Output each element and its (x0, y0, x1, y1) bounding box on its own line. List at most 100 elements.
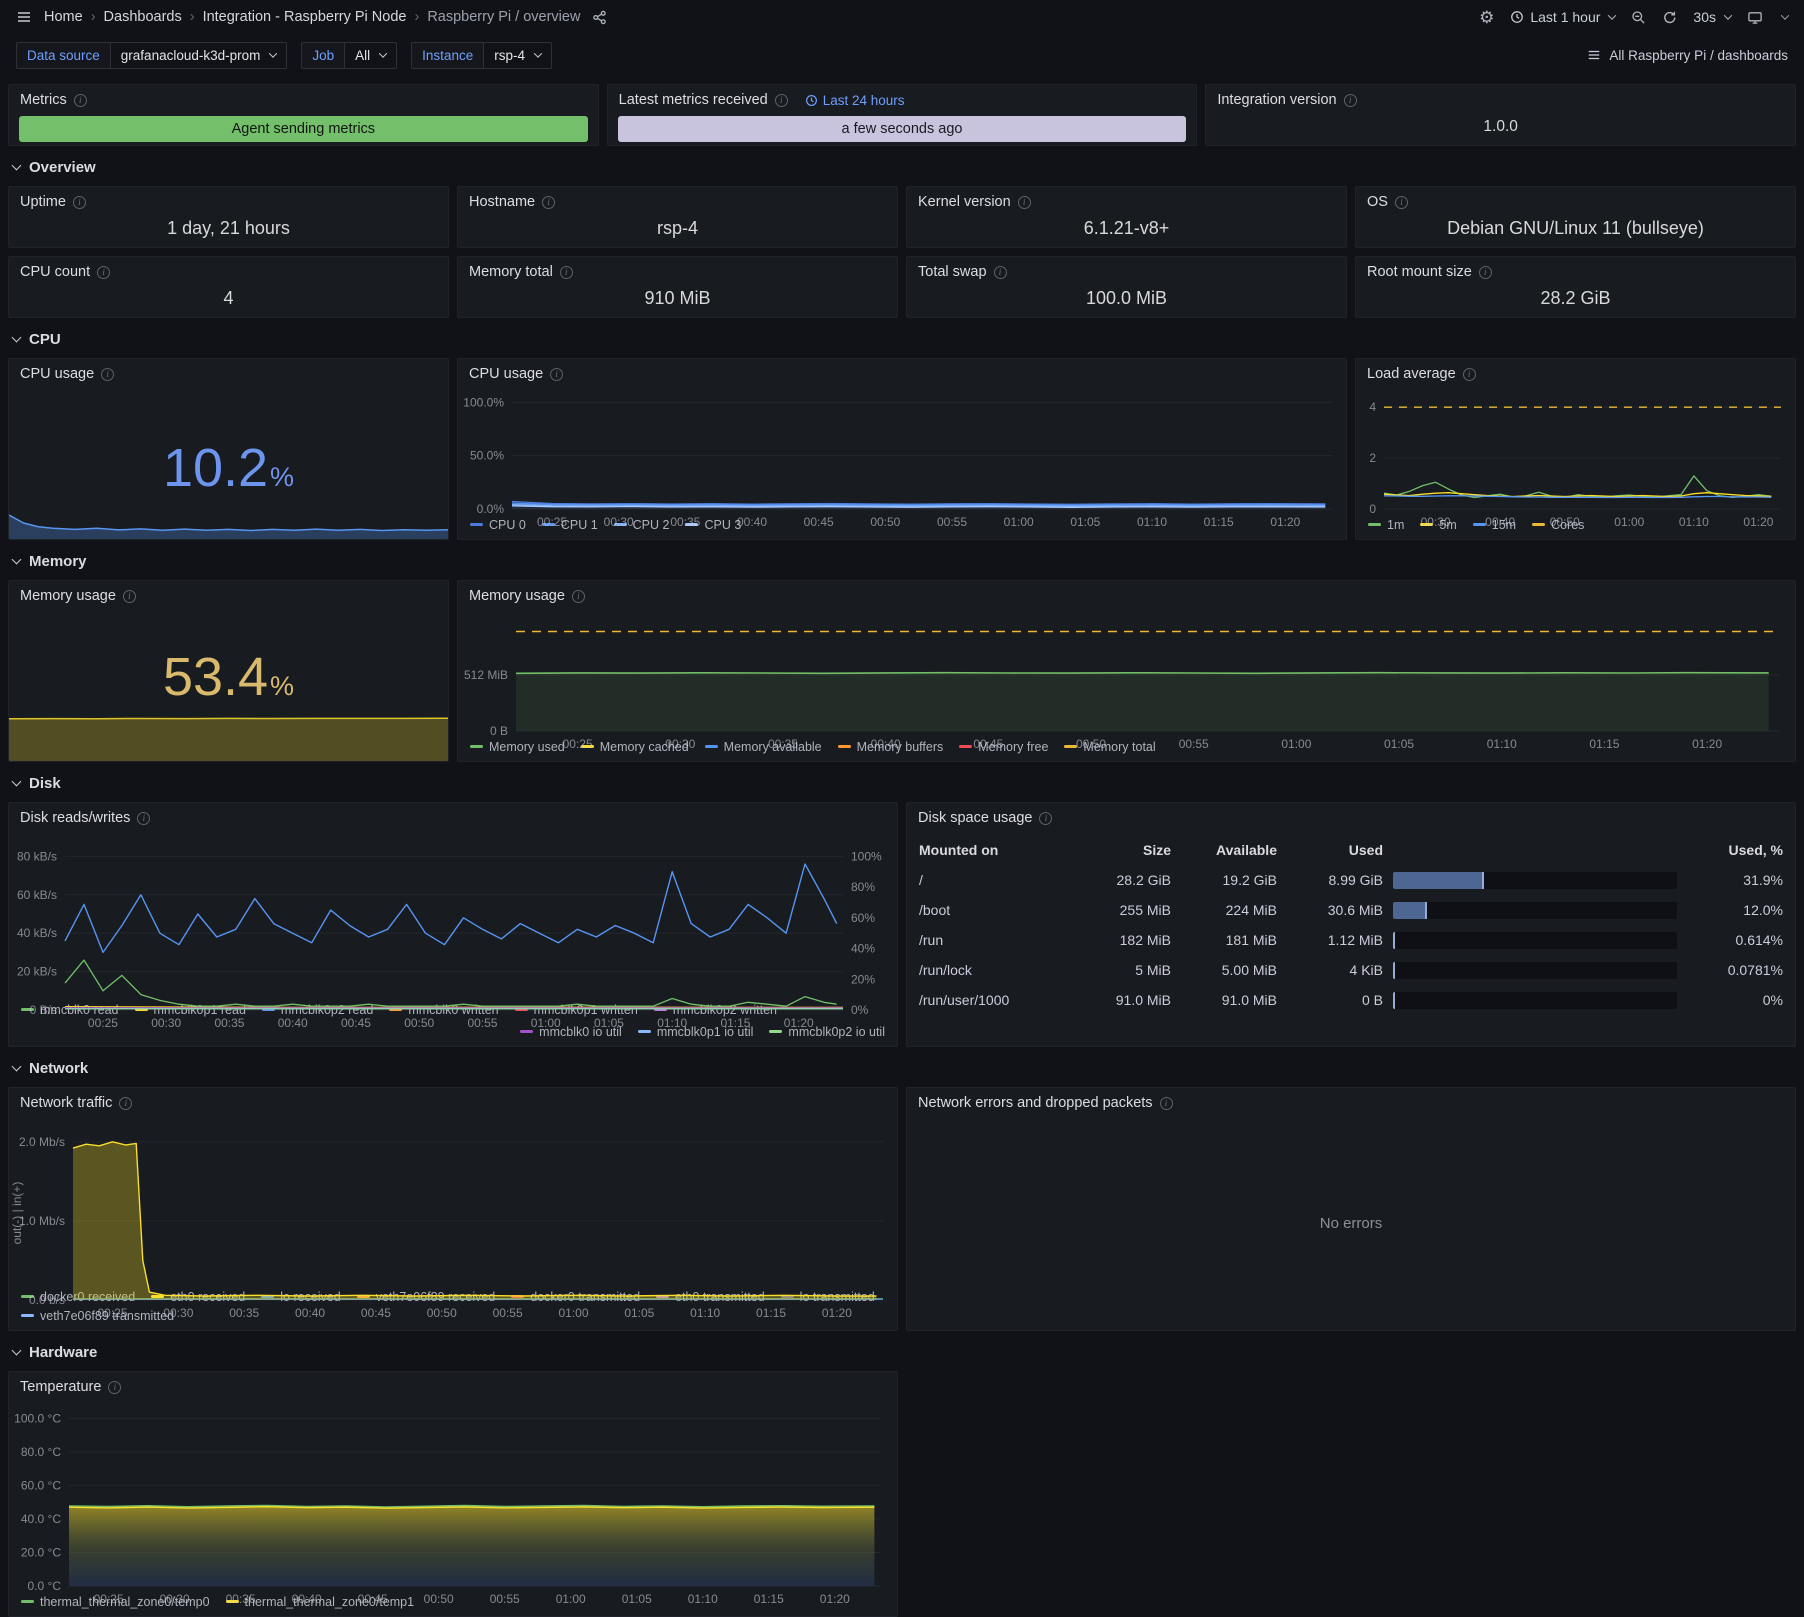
info-icon[interactable] (1159, 1096, 1173, 1110)
memory-usage-chart[interactable]: 0 B 512 MiB 00:25 00:30 00:35 00:40 00:45 00:50… (458, 609, 1795, 761)
section-disk[interactable]: Disk (10, 770, 1796, 796)
zoom-out-icon[interactable] (1631, 10, 1646, 25)
info-icon[interactable] (550, 367, 564, 381)
legend-item[interactable]: 5m (1420, 517, 1457, 533)
info-icon[interactable] (1017, 195, 1031, 209)
panel-title[interactable]: Metrics (20, 92, 67, 108)
info-icon[interactable] (993, 265, 1007, 279)
hamburger-menu-icon[interactable] (16, 9, 32, 25)
table-header-mounted-on[interactable]: Mounted on (919, 842, 999, 858)
cpu-usage-chart[interactable]: 0.0% 50.0% 100.0% 00:25 00:30 00:35 00:40 00:45… (458, 387, 1346, 539)
time-range-picker[interactable]: Last 1 hour (1510, 9, 1617, 25)
section-overview[interactable]: Overview (10, 154, 1796, 180)
panel-title[interactable]: CPU usage (469, 366, 544, 382)
panel-title[interactable]: Kernel version (918, 194, 1011, 210)
panel-title[interactable]: Latest metrics received (618, 92, 768, 108)
network-traffic-plot[interactable]: 0.0 b/s 1.0 Mb/s 2.0 Mb/s 00:25 00:30 00:35 00… (9, 1116, 897, 1320)
monitor-icon[interactable] (1747, 10, 1763, 25)
breadcrumb-dashboards[interactable]: Dashboards (103, 9, 182, 25)
legend-item[interactable]: CPU 2 (613, 517, 669, 533)
info-icon[interactable] (542, 195, 556, 209)
legend-item[interactable]: 1m (1368, 517, 1404, 533)
legend-item[interactable]: mmcblk0p2 io util (769, 1024, 885, 1040)
panel-title[interactable]: Uptime (20, 194, 66, 210)
legend-item[interactable]: CPU 1 (541, 517, 598, 533)
panel-title[interactable]: Total swap (918, 264, 987, 280)
job-picker[interactable]: All (344, 41, 398, 69)
table-header-used[interactable]: Used (1348, 842, 1383, 858)
legend-item[interactable]: docker0 received (21, 1289, 135, 1305)
datasource-picker[interactable]: grafanacloud-k3d-prom (109, 41, 288, 69)
table-header-used-pct[interactable]: Used, % (1728, 842, 1783, 858)
table-header-available[interactable]: Available (1216, 842, 1277, 858)
panel-title[interactable]: OS (1367, 194, 1388, 210)
share-icon[interactable] (592, 10, 607, 25)
panel-title[interactable]: Load average (1367, 366, 1456, 382)
panel-title[interactable]: Integration version (1217, 92, 1337, 108)
panel-title[interactable]: CPU count (20, 264, 91, 280)
temperature-plot[interactable]: 0.0 °C 20.0 °C 40.0 °C 60.0 °C 80.0 °C 100.0 … (9, 1400, 897, 1606)
instance-picker[interactable]: rsp-4 (483, 41, 552, 69)
cpu-usage-plot[interactable]: 0.0% 50.0% 100.0% 00:25 00:30 00:35 00:40 00:45… (458, 387, 1346, 529)
breadcrumb-dashboard-name[interactable]: Integration - Raspberry Pi Node (202, 9, 407, 25)
panel-title[interactable]: Temperature (20, 1379, 102, 1395)
panel-title[interactable]: Root mount size (1367, 264, 1472, 280)
info-icon[interactable] (137, 811, 151, 825)
legend-item[interactable]: mmcblk0 io util (520, 1024, 622, 1040)
panel-title[interactable]: CPU usage (20, 366, 95, 382)
legend-item[interactable]: Memory total (1064, 739, 1156, 755)
refresh-icon[interactable] (1662, 10, 1677, 25)
gear-icon[interactable]: ⚙ (1479, 7, 1495, 27)
info-icon[interactable] (97, 265, 111, 279)
legend-item[interactable]: Memory cached (580, 739, 689, 755)
legend-item[interactable]: CPU 0 (470, 517, 526, 533)
info-icon[interactable] (119, 1096, 133, 1110)
legend-item[interactable]: mmcblk0 read (21, 1002, 119, 1018)
memory-usage-plot[interactable]: 0 B 512 MiB 00:25 00:30 00:35 00:40 00:45 00:50… (458, 609, 1795, 751)
kiosk-chevron-down-icon[interactable] (1779, 11, 1790, 20)
disk-reads-writes-chart[interactable]: 0 B/s 20 kB/s 40 kB/s 60 kB/s 80 kB/s 0% 20% 40… (9, 831, 897, 1046)
breadcrumb-home[interactable]: Home (44, 9, 83, 25)
network-traffic-chart[interactable]: 0.0 b/s 1.0 Mb/s 2.0 Mb/s 00:25 00:30 00:35 00… (9, 1116, 897, 1330)
legend-item[interactable]: veth7e06f89 received (356, 1289, 495, 1305)
panel-title[interactable]: Memory usage (469, 588, 565, 604)
legend-item[interactable]: mmcblk0p1 io util (637, 1024, 753, 1040)
load-average-chart[interactable]: 0 2 4 00:30 00:40 00:50 01:00 01:10 01:20 1m 5m 15… (1356, 387, 1795, 539)
legend-item[interactable]: Memory available (704, 739, 822, 755)
panel-title[interactable]: Network errors and dropped packets (918, 1095, 1153, 1111)
load-average-plot[interactable]: 0 2 4 00:30 00:40 00:50 01:00 01:10 01:20 (1356, 387, 1795, 529)
legend-item[interactable]: veth7e06f89 transmitted (21, 1308, 174, 1324)
info-icon[interactable] (559, 265, 573, 279)
info-icon[interactable] (1039, 811, 1053, 825)
legend-item[interactable]: mmcblk0p2 written (653, 1002, 777, 1018)
panel-title[interactable]: Hostname (469, 194, 536, 210)
info-icon[interactable] (1394, 195, 1408, 209)
panel-title[interactable]: Disk space usage (918, 810, 1033, 826)
info-icon[interactable] (1462, 367, 1476, 381)
info-icon[interactable] (108, 1380, 122, 1394)
section-network[interactable]: Network (10, 1055, 1796, 1081)
legend-item[interactable]: Memory used (470, 739, 565, 755)
section-cpu[interactable]: CPU (10, 326, 1796, 352)
refresh-interval-dropdown[interactable]: 30s (1693, 9, 1733, 25)
table-header-size[interactable]: Size (1142, 842, 1171, 858)
info-icon[interactable] (774, 93, 788, 107)
info-icon[interactable] (122, 589, 136, 603)
panel-title[interactable]: Network traffic (20, 1095, 113, 1111)
legend-item[interactable]: Memory free (959, 739, 1048, 755)
legend-item[interactable]: Memory buffers (837, 739, 943, 755)
info-icon[interactable] (101, 367, 115, 381)
dashboards-link[interactable]: All Raspberry Pi / dashboards (1587, 48, 1788, 63)
legend-item[interactable]: Cores (1532, 517, 1584, 533)
section-memory[interactable]: Memory (10, 548, 1796, 574)
panel-title[interactable]: Memory usage (20, 588, 116, 604)
legend-item[interactable]: CPU 3 (685, 517, 741, 533)
legend-item[interactable]: 15m (1472, 517, 1516, 533)
section-hardware[interactable]: Hardware (10, 1339, 1796, 1365)
info-icon[interactable] (1478, 265, 1492, 279)
last-24-hours-link[interactable]: Last 24 hours (805, 93, 905, 108)
info-icon[interactable] (1343, 93, 1357, 107)
info-icon[interactable] (73, 93, 87, 107)
panel-title[interactable]: Memory total (469, 264, 553, 280)
disk-reads-writes-plot[interactable]: 0 B/s 20 kB/s 40 kB/s 60 kB/s 80 kB/s 0% 20% 40… (9, 831, 897, 1030)
